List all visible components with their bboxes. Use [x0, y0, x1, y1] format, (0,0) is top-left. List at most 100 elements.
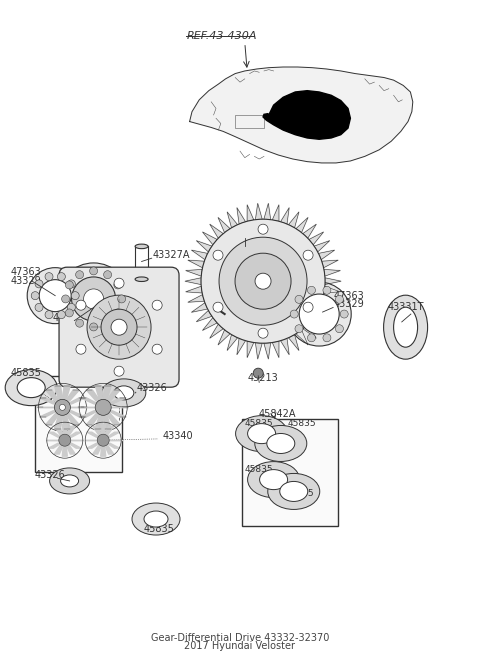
Bar — [242, 419, 338, 526]
Polygon shape — [324, 269, 340, 276]
Ellipse shape — [102, 379, 146, 407]
Polygon shape — [62, 424, 67, 434]
Polygon shape — [281, 208, 289, 224]
Circle shape — [258, 328, 268, 338]
Circle shape — [287, 282, 351, 346]
Text: REF.43-430A: REF.43-430A — [187, 32, 258, 41]
Polygon shape — [65, 390, 79, 401]
Polygon shape — [68, 397, 85, 404]
Polygon shape — [196, 240, 212, 252]
Circle shape — [114, 281, 122, 289]
Circle shape — [308, 286, 315, 294]
Polygon shape — [203, 317, 217, 330]
Circle shape — [299, 294, 339, 334]
Circle shape — [59, 434, 71, 446]
Polygon shape — [64, 272, 174, 382]
Polygon shape — [86, 414, 100, 424]
Polygon shape — [247, 341, 254, 357]
FancyBboxPatch shape — [59, 267, 179, 387]
Circle shape — [65, 281, 73, 289]
Text: 43326: 43326 — [35, 470, 65, 480]
Circle shape — [27, 267, 83, 324]
Text: 43625B: 43625B — [53, 313, 90, 323]
Polygon shape — [309, 317, 324, 330]
Polygon shape — [314, 311, 330, 322]
Text: 47363: 47363 — [11, 267, 41, 277]
Circle shape — [323, 286, 331, 294]
Polygon shape — [46, 414, 60, 424]
Circle shape — [104, 319, 111, 327]
Polygon shape — [318, 303, 335, 312]
Circle shape — [61, 295, 70, 303]
Text: 43329: 43329 — [11, 276, 41, 286]
Circle shape — [35, 304, 43, 311]
Polygon shape — [39, 411, 57, 417]
Polygon shape — [103, 415, 111, 429]
Circle shape — [76, 344, 86, 354]
Circle shape — [45, 273, 53, 281]
Text: 43331T: 43331T — [388, 302, 424, 312]
Polygon shape — [55, 415, 62, 429]
Circle shape — [60, 404, 65, 411]
Polygon shape — [105, 426, 114, 435]
Polygon shape — [263, 91, 350, 139]
Polygon shape — [54, 426, 63, 435]
Polygon shape — [188, 294, 204, 302]
Circle shape — [54, 399, 71, 415]
Circle shape — [84, 289, 104, 309]
Circle shape — [67, 280, 75, 288]
Text: 45835: 45835 — [245, 464, 274, 474]
Circle shape — [308, 334, 315, 342]
Polygon shape — [101, 446, 106, 456]
Ellipse shape — [280, 482, 308, 501]
Polygon shape — [309, 232, 324, 245]
Text: 45835: 45835 — [288, 419, 317, 428]
Ellipse shape — [236, 416, 288, 451]
Polygon shape — [69, 443, 81, 448]
Polygon shape — [48, 432, 61, 437]
Text: 43340: 43340 — [162, 431, 193, 441]
Ellipse shape — [144, 511, 168, 527]
Ellipse shape — [60, 475, 79, 487]
Circle shape — [114, 278, 124, 288]
Polygon shape — [65, 414, 79, 424]
Circle shape — [213, 302, 223, 312]
Circle shape — [152, 344, 162, 354]
Polygon shape — [107, 443, 120, 448]
Text: 43328: 43328 — [206, 293, 237, 303]
Polygon shape — [107, 432, 120, 437]
Polygon shape — [218, 217, 230, 233]
Polygon shape — [218, 330, 230, 345]
Ellipse shape — [17, 378, 45, 397]
Polygon shape — [105, 445, 114, 454]
Polygon shape — [62, 446, 67, 456]
Polygon shape — [227, 334, 238, 350]
Circle shape — [65, 309, 73, 317]
Circle shape — [253, 368, 263, 378]
Circle shape — [31, 292, 39, 300]
Polygon shape — [318, 250, 335, 260]
Text: 45835: 45835 — [144, 524, 175, 534]
Polygon shape — [101, 424, 106, 434]
Polygon shape — [93, 426, 102, 435]
Circle shape — [76, 281, 111, 317]
Ellipse shape — [260, 470, 288, 489]
Circle shape — [323, 334, 331, 342]
Text: Gear-Differential Drive 43332-32370: Gear-Differential Drive 43332-32370 — [151, 633, 329, 643]
Ellipse shape — [135, 277, 148, 281]
Polygon shape — [303, 224, 316, 238]
Polygon shape — [69, 432, 81, 437]
Circle shape — [76, 300, 86, 310]
Polygon shape — [62, 386, 70, 399]
Circle shape — [219, 237, 307, 325]
Polygon shape — [272, 205, 279, 221]
Circle shape — [258, 224, 268, 234]
Circle shape — [213, 250, 223, 260]
Polygon shape — [108, 411, 126, 417]
Polygon shape — [314, 240, 330, 252]
Polygon shape — [281, 338, 289, 355]
Circle shape — [255, 273, 271, 289]
Bar — [235, 115, 264, 128]
Text: 43332: 43332 — [239, 227, 270, 237]
Circle shape — [303, 302, 313, 312]
